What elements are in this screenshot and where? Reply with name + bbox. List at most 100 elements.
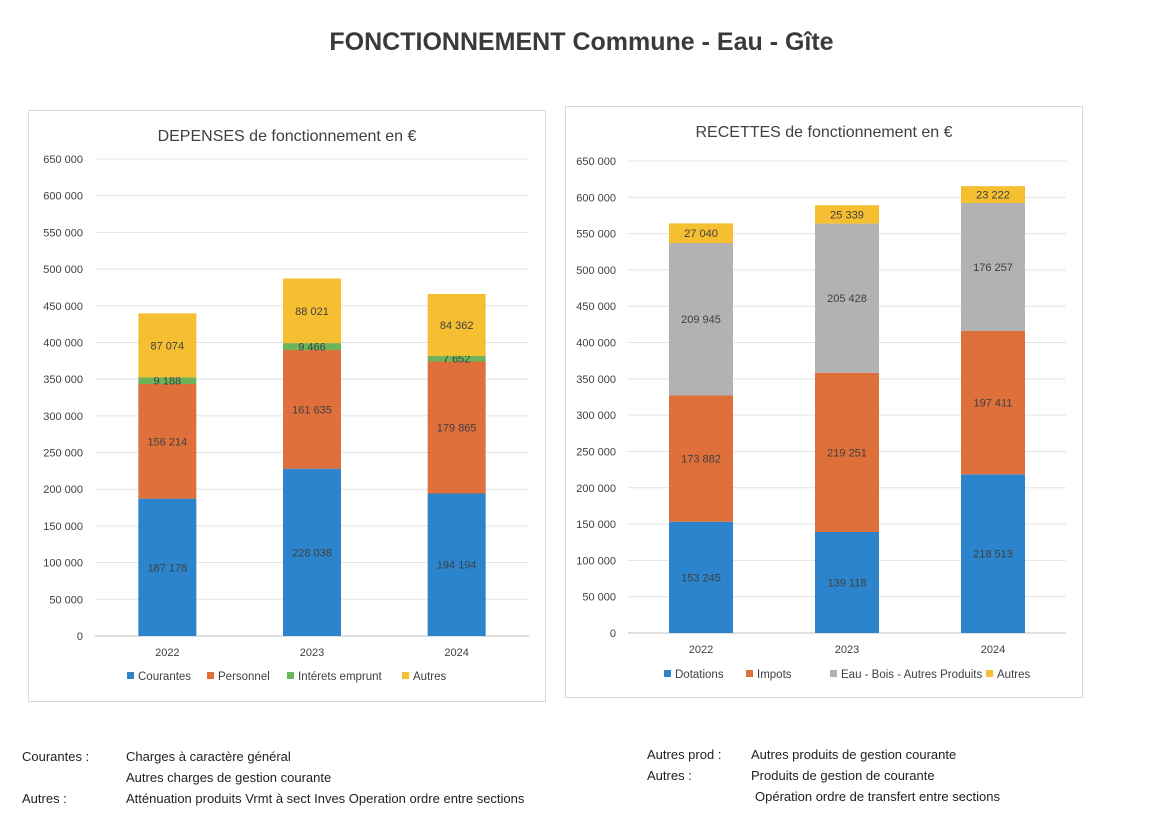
depenses-legend-label: Courantes — [138, 671, 191, 683]
depenses-bar-2023-series-3 — [283, 278, 341, 344]
depenses-bar-2024-series-3 — [427, 293, 486, 356]
depenses-y-tick-label: 50 000 — [49, 594, 83, 606]
depenses-y-tick-label: 450 000 — [43, 301, 83, 313]
depenses-data-label: 88 021 — [295, 306, 329, 318]
depenses-legend-label: Intérets emprunt — [298, 671, 383, 683]
depenses-y-tick-label: 500 000 — [43, 264, 83, 276]
recettes-data-label: 176 257 — [973, 262, 1013, 274]
footnote-courantes-key: Courantes : — [22, 749, 90, 764]
recettes-bar-2024-series-3 — [961, 186, 1025, 203]
depenses-legend-swatch — [207, 672, 214, 679]
recettes-data-label: 218 513 — [973, 549, 1013, 561]
depenses-x-tick-label: 2023 — [300, 647, 324, 659]
recettes-bar-2023-series-3 — [815, 205, 879, 224]
footnote-autres-line1: Atténuation produits Vrmt à sect Inves O… — [126, 791, 525, 806]
page-title: FONCTIONNEMENT Commune - Eau - Gîte — [329, 28, 834, 56]
depenses-chart: DEPENSES de fonctionnement en € 0 50 000 10… — [28, 110, 546, 702]
depenses-y-tick-label: 550 000 — [43, 227, 83, 239]
recettes-y-tick-label: 600 000 — [576, 192, 616, 204]
depenses-data-label: 87 074 — [151, 340, 185, 352]
footnote-autresprod-key: Autres prod : — [647, 747, 722, 762]
recettes-x-tick-label: 2023 — [835, 644, 859, 656]
depenses-bar-2023-series-2 — [283, 343, 341, 351]
depenses-data-label: 9 466 — [298, 342, 326, 354]
recettes-bar-2022-series-1 — [669, 395, 733, 522]
depenses-data-label: 161 635 — [292, 404, 332, 416]
depenses-x-tick-label: 2022 — [155, 647, 179, 659]
depenses-y-tick-label: 600 000 — [43, 191, 83, 203]
depenses-x-tick-label: 2024 — [444, 647, 468, 659]
recettes-y-tick-label: 400 000 — [576, 338, 616, 350]
recettes-data-label: 219 251 — [827, 447, 867, 459]
depenses-bar-2022-series-3 — [138, 313, 197, 378]
recettes-bar-2024-series-0 — [961, 474, 1025, 633]
depenses-legend-label: Personnel — [218, 671, 270, 683]
recettes-chart-title: RECETTES de fonctionnement en € — [695, 124, 952, 141]
depenses-y-tick-label: 250 000 — [43, 448, 83, 460]
depenses-bar-2024-series-0 — [427, 493, 486, 636]
recettes-chart-svg: RECETTES de fonctionnement en € 0 50 000 10… — [576, 124, 1066, 681]
recettes-data-label: 25 339 — [830, 209, 864, 221]
recettes-x-tick-label: 2024 — [981, 644, 1005, 656]
recettes-legend-swatch — [830, 670, 837, 677]
recettes-bar-2022-series-0 — [669, 521, 733, 633]
recettes-y-tick-label: 200 000 — [576, 483, 616, 495]
recettes-y-tick-label: 650 000 — [576, 156, 616, 168]
recettes-legend-swatch — [746, 670, 753, 677]
recettes-chart: RECETTES de fonctionnement en € 0 50 000 10… — [565, 106, 1083, 698]
recettes-data-label: 153 245 — [681, 572, 721, 584]
recettes-legend-label: Eau - Bois - Autres Produits — [841, 669, 983, 681]
recettes-legend-label: Dotations — [675, 669, 724, 681]
depenses-y-tick-label: 400 000 — [43, 337, 83, 349]
recettes-bar-2024-series-2 — [961, 202, 1025, 331]
recettes-legend-label: Autres — [997, 669, 1030, 681]
recettes-legend-label: Impots — [757, 669, 792, 681]
recettes-y-tick-label: 250 000 — [576, 446, 616, 458]
recettes-y-tick-label: 0 — [610, 628, 616, 640]
footnote-courantes-line2: Autres charges de gestion courante — [126, 770, 332, 785]
recettes-bar-2022-series-3 — [669, 223, 733, 244]
recettes-bar-2023-series-0 — [815, 531, 879, 633]
footnote-autres-right-key: Autres : — [647, 768, 692, 783]
depenses-legend-label: Autres — [413, 671, 446, 683]
depenses-bar-2023-series-1 — [283, 350, 341, 469]
depenses-y-tick-label: 0 — [77, 631, 83, 643]
recettes-bar-2023-series-1 — [815, 372, 879, 532]
recettes-legend-swatch — [664, 670, 671, 677]
footnote-courantes-line1: Charges à caractère général — [126, 749, 291, 764]
depenses-data-label: 179 865 — [437, 422, 477, 434]
recettes-y-tick-label: 50 000 — [582, 592, 616, 604]
footnote-autres-key: Autres : — [22, 791, 67, 806]
recettes-data-label: 139 118 — [828, 577, 867, 589]
depenses-bar-2024-series-2 — [427, 355, 486, 362]
recettes-bar-2024-series-1 — [961, 330, 1025, 475]
footnote-autresprod-line1: Autres produits de gestion courante — [751, 747, 957, 762]
depenses-legend-swatch — [287, 672, 294, 679]
depenses-y-tick-label: 200 000 — [43, 484, 83, 496]
depenses-bar-2023-series-0 — [283, 468, 341, 636]
recettes-data-label: 27 040 — [684, 228, 718, 240]
recettes-y-tick-label: 350 000 — [576, 374, 616, 386]
recettes-data-label: 23 222 — [976, 190, 1010, 202]
recettes-x-tick-label: 2022 — [689, 644, 713, 656]
recettes-data-label: 197 411 — [974, 398, 1013, 410]
depenses-data-label: 228 038 — [292, 547, 332, 559]
depenses-y-tick-label: 150 000 — [43, 521, 83, 533]
recettes-y-tick-label: 300 000 — [576, 410, 616, 422]
footnote-autres-right-line2: Opération ordre de transfert entre secti… — [755, 789, 1000, 804]
recettes-bar-2022-series-2 — [669, 243, 733, 396]
depenses-y-tick-label: 350 000 — [43, 374, 83, 386]
recettes-data-label: 205 428 — [827, 293, 867, 305]
depenses-y-tick-label: 650 000 — [43, 154, 83, 166]
recettes-y-tick-label: 450 000 — [576, 301, 616, 313]
footnote-autres-right-line1: Produits de gestion de courante — [751, 768, 935, 783]
depenses-legend-swatch — [402, 672, 409, 679]
depenses-bar-2022-series-0 — [138, 498, 197, 636]
depenses-data-label: 84 362 — [440, 320, 474, 332]
depenses-data-label: 187 178 — [147, 562, 187, 574]
recettes-data-label: 209 945 — [681, 314, 721, 326]
recettes-y-tick-label: 500 000 — [576, 265, 616, 277]
depenses-data-label: 9 188 — [154, 376, 182, 388]
depenses-chart-title: DEPENSES de fonctionnement en € — [158, 128, 417, 145]
recettes-bar-2023-series-2 — [815, 223, 879, 373]
